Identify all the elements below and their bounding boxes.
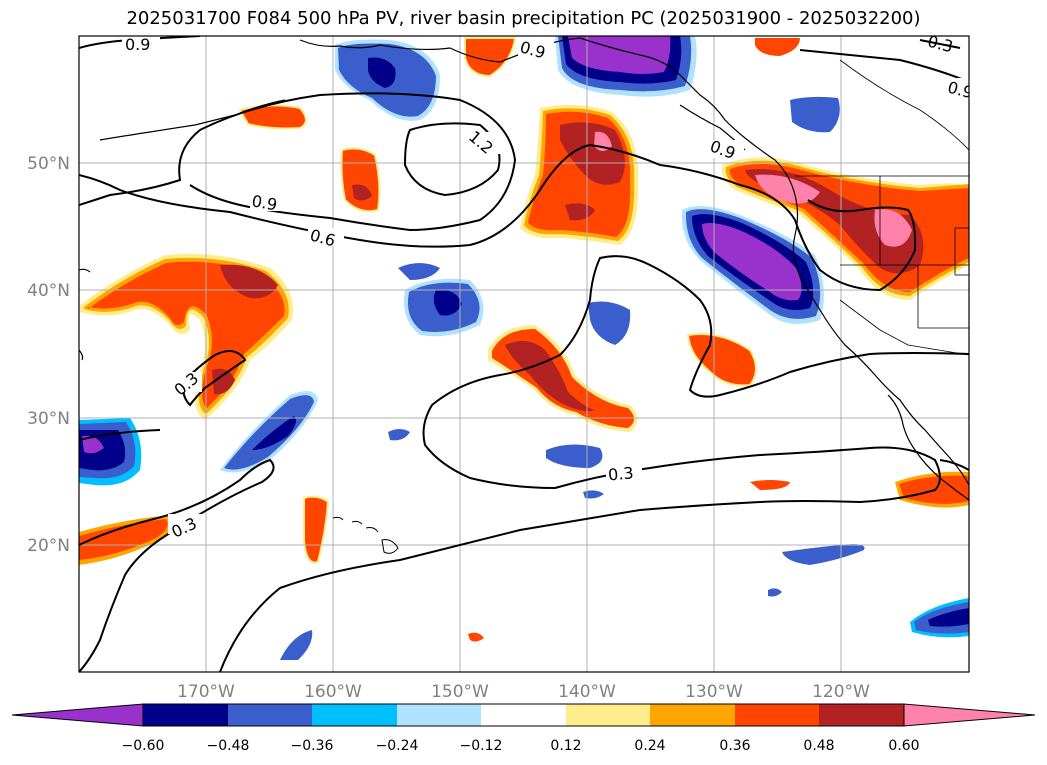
gridlines — [79, 36, 969, 672]
contour-line — [799, 49, 969, 83]
blob-small-positive — [686, 333, 757, 387]
contour-line — [469, 143, 917, 292]
map-frame — [78, 35, 970, 673]
lon-label-150w: 150°W — [431, 682, 489, 702]
colorbar-extend-high — [903, 703, 1036, 727]
lon-label-170w: 170°W — [177, 682, 235, 702]
colorbar: −0.60 −0.48 −0.36 −0.24 −0.12 0.12 0.24 … — [11, 703, 1036, 754]
lon-label-120w: 120°W — [812, 682, 870, 702]
contour-label: 0.3 — [607, 463, 634, 484]
colorbar-extend-low — [11, 703, 144, 727]
colorbar-bin — [481, 704, 566, 726]
lat-label-20n: 20°N — [27, 536, 70, 556]
blob-small-negative — [768, 588, 782, 597]
contour-line — [939, 459, 969, 471]
colorbar-tick: −0.48 — [207, 738, 250, 754]
precipitation-fill-layer — [79, 36, 969, 660]
blob-north-pacific-positive — [520, 104, 639, 245]
colorbar-bin — [735, 704, 819, 726]
lon-label-160w: 160°W — [304, 682, 362, 702]
blob-small-negative — [790, 96, 840, 133]
colorbar-tick: 0.12 — [550, 738, 581, 754]
blob-small-positive — [340, 147, 381, 213]
colorbar-frame — [142, 703, 905, 727]
colorbar-bin — [228, 704, 312, 726]
political-borders — [795, 59, 969, 356]
blob-west-positive — [80, 253, 294, 420]
blob-small-positive — [755, 38, 800, 56]
contour-labels: 0.9 0.9 0.9 0.9 0.3 0.3 1.2 0.6 0.3 0.3 … — [122, 31, 976, 542]
blob-west-pacific-negative — [79, 418, 142, 486]
blob-small-negative — [782, 544, 865, 565]
longitude-labels: 170°W 160°W 150°W 140°W 130°W 120°W — [177, 682, 870, 702]
blob-small-positive — [750, 480, 790, 490]
colorbar-bin — [143, 704, 228, 726]
colorbar-tick: 0.24 — [634, 738, 665, 754]
lon-label-130w: 130°W — [685, 682, 743, 702]
lon-label-140w: 140°W — [558, 682, 616, 702]
colorbar-tick: 0.36 — [719, 738, 750, 754]
colorbar-bin — [819, 704, 904, 726]
contour-line — [589, 255, 969, 398]
blob-central-pacific-negative — [404, 278, 484, 337]
contour-line — [79, 458, 275, 672]
blob-california-negative — [681, 206, 824, 324]
blob-small-negative — [546, 444, 603, 468]
blob-southeast-negative — [910, 598, 969, 638]
colorbar-tick: −0.24 — [376, 738, 419, 754]
contour-line — [919, 39, 961, 49]
latitude-labels: 50°N 40°N 30°N 20°N — [27, 154, 70, 556]
blob-alaska-negative — [335, 39, 440, 121]
colorbar-bin — [397, 704, 481, 726]
colorbar-bin — [312, 704, 397, 726]
blob-small-negative — [388, 429, 410, 441]
blob-small-positive — [464, 37, 517, 78]
colorbar-bin — [650, 704, 735, 726]
blob-small-positive — [303, 495, 330, 564]
lat-label-30n: 30°N — [27, 409, 70, 429]
colorbar-tick: 0.60 — [888, 738, 919, 754]
hawaii-islands — [332, 516, 399, 554]
contour-label: 0.3 — [926, 31, 956, 56]
blob-small-negative — [398, 263, 440, 280]
blob-small-positive — [238, 104, 307, 130]
blob-small-negative — [280, 630, 313, 660]
contour-label: 0.9 — [250, 191, 278, 214]
colorbar-bin — [566, 704, 650, 726]
blob-small-positive-core — [352, 184, 372, 201]
blob-midpacific-positive — [488, 325, 638, 432]
colorbar-tick: −0.60 — [122, 738, 165, 754]
colorbar-tick: 0.48 — [803, 738, 834, 754]
contour-line — [219, 299, 941, 672]
contour-line — [79, 429, 161, 441]
pv-contours — [79, 36, 969, 672]
colorbar-tick: −0.12 — [460, 738, 503, 754]
blob-small-negative — [583, 490, 604, 499]
blob-southwest-positive-core — [79, 519, 168, 560]
contour-line — [79, 174, 471, 248]
blob-small-positive — [468, 632, 484, 642]
blob-small-negative — [588, 301, 631, 345]
blob-bc-negative — [555, 36, 697, 97]
contour-label: 0.9 — [125, 35, 150, 54]
contour-line — [403, 122, 501, 197]
lat-label-40n: 40°N — [27, 281, 70, 301]
lat-label-50n: 50°N — [27, 154, 70, 174]
blob-hawaii-negative — [220, 391, 318, 473]
figure-title: 2025031700 F084 500 hPa PV, river basin … — [126, 8, 921, 29]
contour-line — [79, 92, 517, 232]
colorbar-tick: −0.36 — [291, 738, 334, 754]
contour-label: 0.9 — [946, 77, 976, 102]
